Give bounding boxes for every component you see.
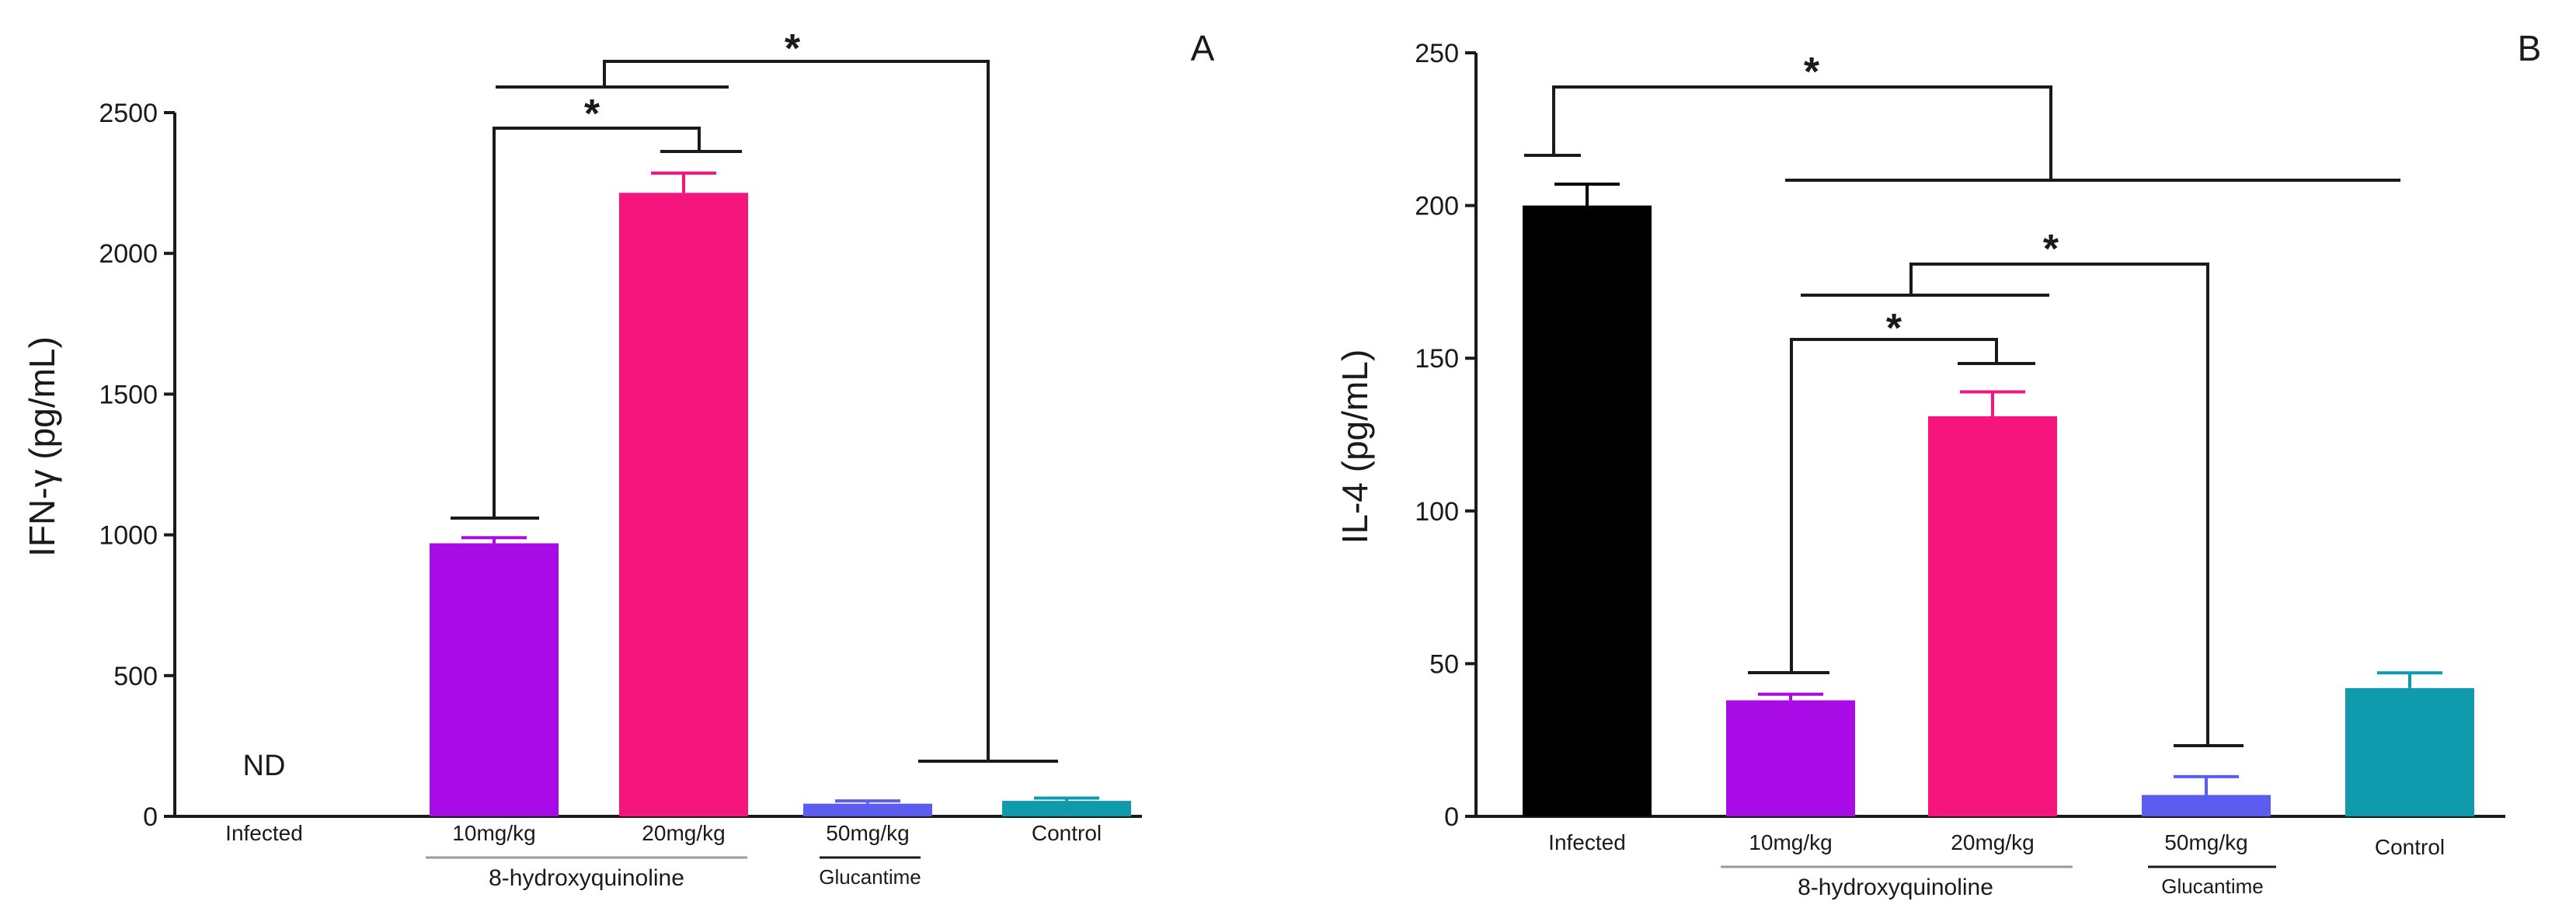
panel-b-sig-bracket-infected [1524,85,2400,182]
panel-b-y-tick-label: 50 [1429,649,1459,679]
panel-b-bar-20mg [1928,416,2057,816]
panel-a-bar-control [1002,801,1131,816]
panel-b-label-control: Control [2375,835,2445,859]
panel-a-error-bars [461,171,1099,804]
panel-a-y-axis-title: IFN-γ (pg/mL) [22,336,62,557]
panel-a-bar-10mg [430,543,559,816]
panel-a-label-20mg: 20mg/kg [642,821,725,845]
panel-a-bars [430,193,1131,816]
panel-b-label-50mg: 50mg/kg [2164,830,2247,854]
panel-b-y-axis-title: IL-4 (pg/mL) [1335,350,1375,544]
panel-b-bar-50mg [2142,795,2271,816]
panel-a-sig-bracket-hq-vs-glu [496,60,1058,763]
panel-a-sig-bracket-10-vs-20 [451,127,742,520]
panel-b-hq-group-label: 8-hydroxyquinoline [1798,875,1993,900]
panel-b-y-tick-label: 200 [1415,192,1459,221]
panel-b-letter: B [2518,28,2542,68]
panel-b-error-bars [1554,183,2442,795]
panel-b-y-tick-label: 250 [1415,39,1459,68]
panel-b-y-ticks: 0 50 100 150 200 250 [1415,39,1476,832]
panel-a-sig-star-10-vs-20: * [584,92,600,137]
panel-a-letter: A [1191,28,1215,68]
panel-a-hq-group-label: 8-hydroxyquinoline [489,865,684,891]
panel-a-bar-50mg [803,803,932,816]
panel-b-sig-star-10-vs-20: * [1886,306,1902,351]
panel-b-sig-bracket-10-vs-20 [1748,338,2035,674]
panel-b-y-tick-label: 150 [1415,344,1459,374]
panel-a-y-tick-label: 1500 [99,380,158,409]
panel-a-y-tick-label: 500 [113,662,158,691]
panel-b-y-tick-label: 100 [1415,497,1459,527]
panel-b-bar-10mg [1726,700,1855,816]
panel-b-label-infected: Infected [1548,830,1626,854]
panel-a-y-tick-label: 1000 [99,521,158,551]
panel-b-bar-control [2345,687,2474,816]
panel-a-label-control: Control [1032,821,1102,845]
panel-b-sig-star-infected: * [1804,50,1820,95]
panel-b-bar-infected [1523,205,1652,817]
panel-a-y-tick-label: 2500 [99,99,158,128]
panel-a-label-infected: Infected [225,821,303,845]
panel-a-y-tick-label: 0 [143,802,158,832]
panel-b-sig-star-hq-vs-glu: * [2043,227,2059,272]
panel-a-bar-20mg [619,193,748,816]
panel-a-label-10mg: 10mg/kg [452,821,535,845]
panel-a-y-ticks: 0 500 1000 1500 2000 2500 [99,99,175,832]
panel-a-y-tick-label: 2000 [99,239,158,269]
panel-b-label-20mg: 20mg/kg [1951,830,2034,854]
panel-a-sig-star-hq-vs-glu: * [785,26,801,71]
panel-b-label-10mg: 10mg/kg [1749,830,1832,854]
panel-b-glu-group-label: Glucantime [2161,875,2264,898]
panel-b-y-tick-label: 0 [1444,802,1459,832]
panel-a-glu-group-label: Glucantime [819,865,921,889]
panel-a-label-50mg: 50mg/kg [826,821,909,845]
panel-a-nd-label: ND [243,750,286,782]
panel-b-bars [1523,205,2474,817]
panel-b-sig-bracket-hq-vs-glu [1801,263,2244,747]
